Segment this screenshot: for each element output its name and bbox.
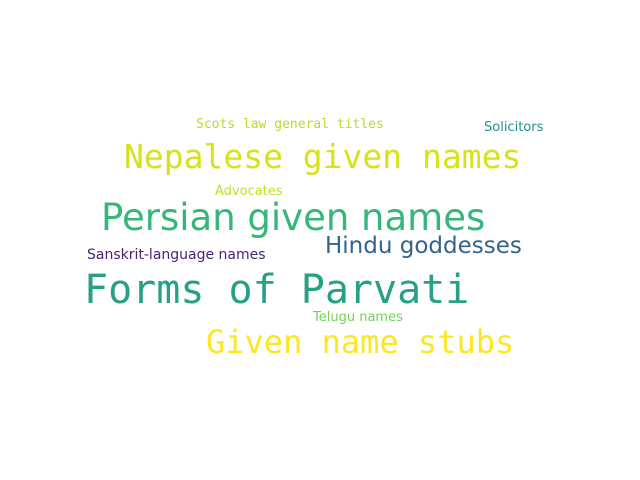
word-advocates: Advocates [215, 184, 283, 199]
word-scots-law-general-titles: Scots law general titles [196, 117, 384, 132]
word-forms-of-parvati: Forms of Parvati [84, 267, 470, 313]
word-solicitors: Solicitors [484, 120, 544, 135]
word-nepalese-given-names: Nepalese given names [124, 137, 522, 176]
word-sanskrit-language-names: Sanskrit-language names [87, 247, 266, 263]
word-persian-given-names: Persian given names [101, 196, 486, 239]
word-hindu-goddesses: Hindu goddesses [325, 233, 522, 259]
word-given-name-stubs: Given name stubs [206, 323, 515, 361]
word-telugu-names: Telugu names [313, 310, 403, 325]
